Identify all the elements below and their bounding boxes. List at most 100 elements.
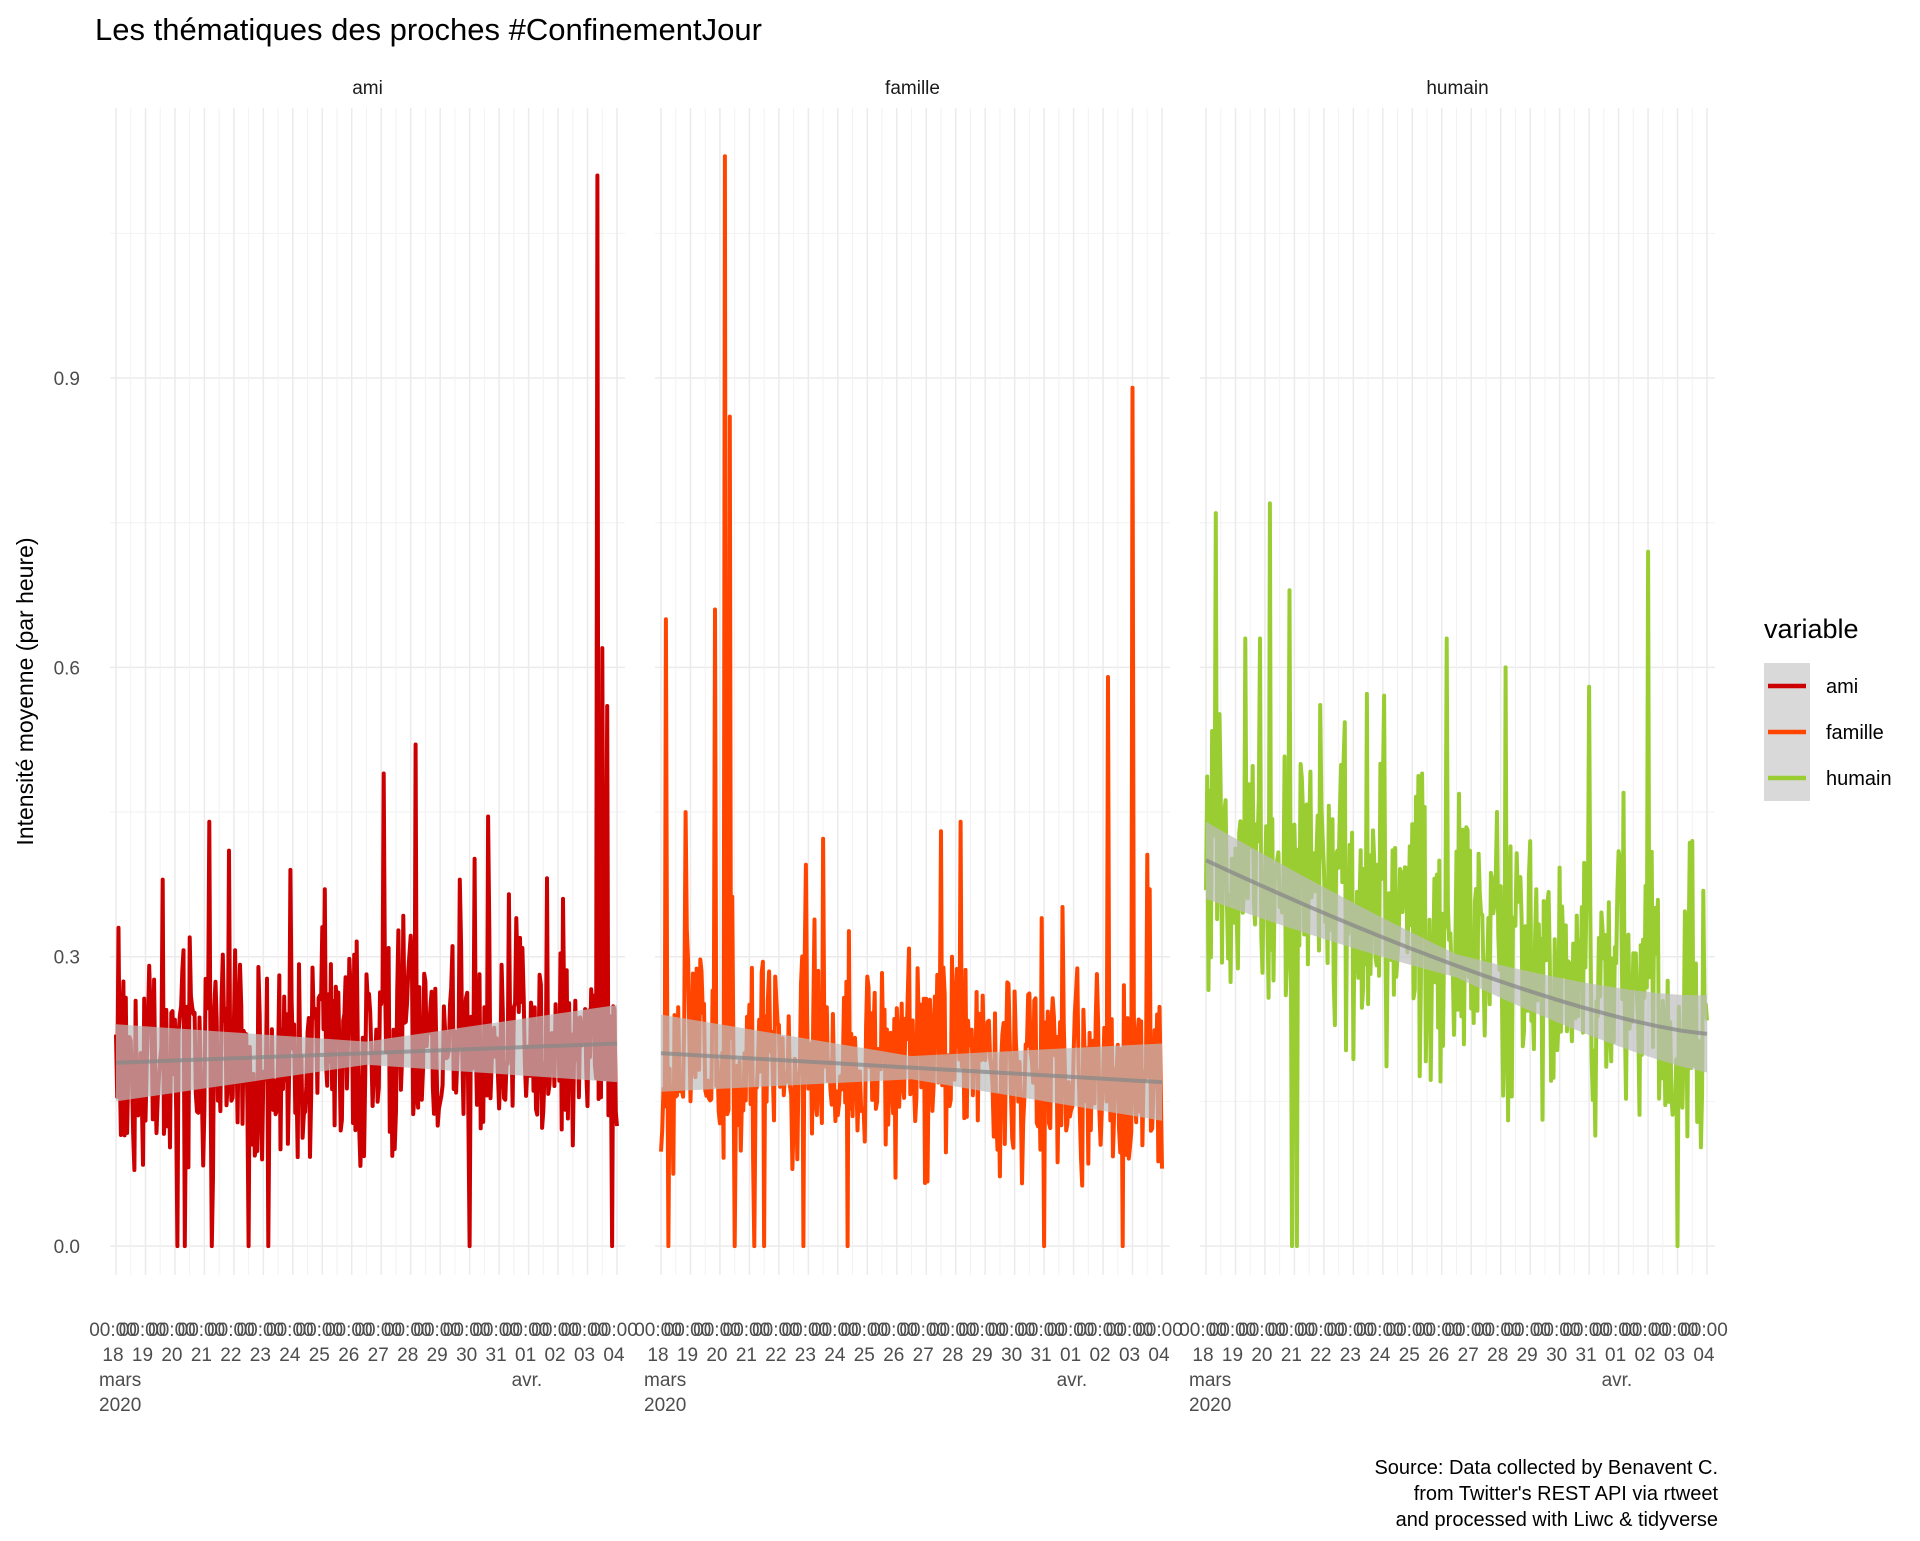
x-tick-label-line: mars [99,1370,141,1391]
y-axis-label: Intensité moyenne (par heure) [12,537,38,845]
x-tick-label-line: 00:00 [1562,1320,1610,1341]
x-tick-label: 00:00 04 [1135,1320,1183,1366]
x-tick-label: 00:00 31 [472,1320,520,1366]
x-tick-label: 00:00 02 [1076,1320,1124,1366]
x-tick-label: 00:00 18 mars 2020 [1179,1320,1231,1416]
x-tick-label-line: 19 [1222,1345,1243,1366]
x-tick-label-line: 00:00 [413,1320,461,1341]
x-tick-label-line: 22 [220,1345,241,1366]
x-tick-label-line: 00:00 [325,1320,373,1341]
x-tick-label-line: mars [644,1370,686,1391]
x-tick-label-line: 00:00 [1327,1320,1375,1341]
legend-label: humain [1826,768,1892,790]
x-tick-label: 00:00 24 [1356,1320,1404,1366]
x-tick-label-line: 00:00 [1047,1320,1095,1341]
x-tick-label-line: 25 [1399,1345,1420,1366]
x-tick-label-line: 00:00 [1415,1320,1463,1341]
x-tick-label: 00:00 24 [266,1320,314,1366]
chart-title: Les thématiques des proches #Confinement… [95,12,762,47]
x-tick-label-line: 22 [765,1345,786,1366]
x-tick-label-line: 00:00 [870,1320,918,1341]
x-tick-label-line: 04 [603,1345,625,1366]
x-tick-label-line: 00:00 [296,1320,344,1341]
x-tick-label-line: 27 [1458,1345,1479,1366]
x-tick-label: 00:00 24 [811,1320,859,1366]
x-tick-label: 00:00 26 [870,1320,918,1366]
x-tick-label-line: 00:00 [472,1320,520,1341]
x-tick-label-line: 00:00 [929,1320,977,1341]
series-line-ami [114,173,619,1249]
x-tick-label-line: 00:00 [237,1320,285,1341]
legend-title: variable [1764,614,1859,644]
x-tick-label: 00:00 18 mars 2020 [89,1320,141,1416]
x-tick-label: 00:00 01 avr. [1592,1320,1640,1391]
x-tick-label: 00:00 31 [1017,1320,1065,1366]
x-tick-label-line: 24 [1369,1345,1391,1366]
x-tick-label-line: 00:00 [1503,1320,1551,1341]
x-tick-label-line: 00:00 [693,1320,741,1341]
x-tick-label: 00:00 25 [1386,1320,1434,1366]
x-tick-label-line: 29 [427,1345,448,1366]
x-tick-label-line: 18 [102,1345,123,1366]
x-tick-label: 00:00 18 mars 2020 [634,1320,686,1416]
x-tick-label-line: 19 [677,1345,698,1366]
x-tick-label-line: 27 [913,1345,934,1366]
x-tick-label-line: 20 [161,1345,182,1366]
x-tick-label-line: 21 [191,1345,212,1366]
x-tick-label-line: 03 [1119,1345,1140,1366]
smooth-band-humain [1206,821,1707,1073]
x-tick-label-line: 21 [736,1345,757,1366]
x-tick-label-line: 04 [1148,1345,1170,1366]
x-tick-label: 00:00 22 [1297,1320,1345,1366]
x-tick-label-line: 21 [1281,1345,1302,1366]
chart-caption: and processed with Liwc & tidyverse [1396,1509,1718,1531]
x-tick-label-line: 00:00 [89,1320,137,1341]
x-tick-label: 00:00 23 [1327,1320,1375,1366]
x-tick-label-line: 2020 [644,1395,686,1416]
x-tick-label: 00:00 28 [1474,1320,1522,1366]
x-tick-label-line: 01 [1605,1345,1626,1366]
x-tick-label-line: 23 [795,1345,816,1366]
x-tick-label-line: 2020 [1189,1395,1231,1416]
x-tick-label-line: 26 [338,1345,359,1366]
x-tick-label-line: 00:00 [148,1320,196,1341]
x-tick-label-line: 28 [397,1345,418,1366]
y-tick-label: 0.3 [54,948,80,969]
x-tick-label-line: 03 [574,1345,595,1366]
legend-label: ami [1826,676,1858,698]
x-tick-label-line: 25 [854,1345,875,1366]
x-tick-label-line: 02 [1634,1345,1655,1366]
x-tick-label-line: 18 [647,1345,668,1366]
x-tick-label-line: 00:00 [1017,1320,1065,1341]
x-tick-label-line: 00:00 [266,1320,314,1341]
x-tick-label: 00:00 20 [693,1320,741,1366]
x-tick-label-line: 27 [368,1345,389,1366]
x-tick-label-line: 00:00 [1444,1320,1492,1341]
x-tick-label-line: 00:00 [207,1320,255,1341]
x-tick-label: 00:00 21 [178,1320,226,1366]
x-tick-label: 00:00 19 [119,1320,167,1366]
x-tick-label: 00:00 19 [1209,1320,1257,1366]
x-tick-label: 00:00 23 [782,1320,830,1366]
x-tick-label: 00:00 31 [1562,1320,1610,1366]
x-tick-label-line: 00:00 [1135,1320,1183,1341]
x-tick-label-line: 00:00 [178,1320,226,1341]
x-tick-label-line: 00:00 [958,1320,1006,1341]
x-tick-label: 00:00 02 [531,1320,579,1366]
x-tick-label-line: 2020 [99,1395,141,1416]
chart-caption: from Twitter's REST API via rtweet [1414,1483,1719,1505]
x-tick-label: 00:00 30 [443,1320,491,1366]
x-tick-label-line: 00:00 [1268,1320,1316,1341]
x-tick-label-line: 00:00 [119,1320,167,1341]
x-tick-label-line: 26 [883,1345,904,1366]
x-tick-label-line: 23 [250,1345,271,1366]
series-line-humain [1204,501,1709,1249]
x-tick-label: 00:00 19 [664,1320,712,1366]
x-tick-label-line: 02 [1089,1345,1110,1366]
x-tick-label-line: avr. [1057,1370,1088,1391]
x-tick-label-line: 00:00 [1238,1320,1286,1341]
chart-caption: Source: Data collected by Benavent C. [1374,1457,1718,1479]
x-tick-label-line: 24 [279,1345,301,1366]
